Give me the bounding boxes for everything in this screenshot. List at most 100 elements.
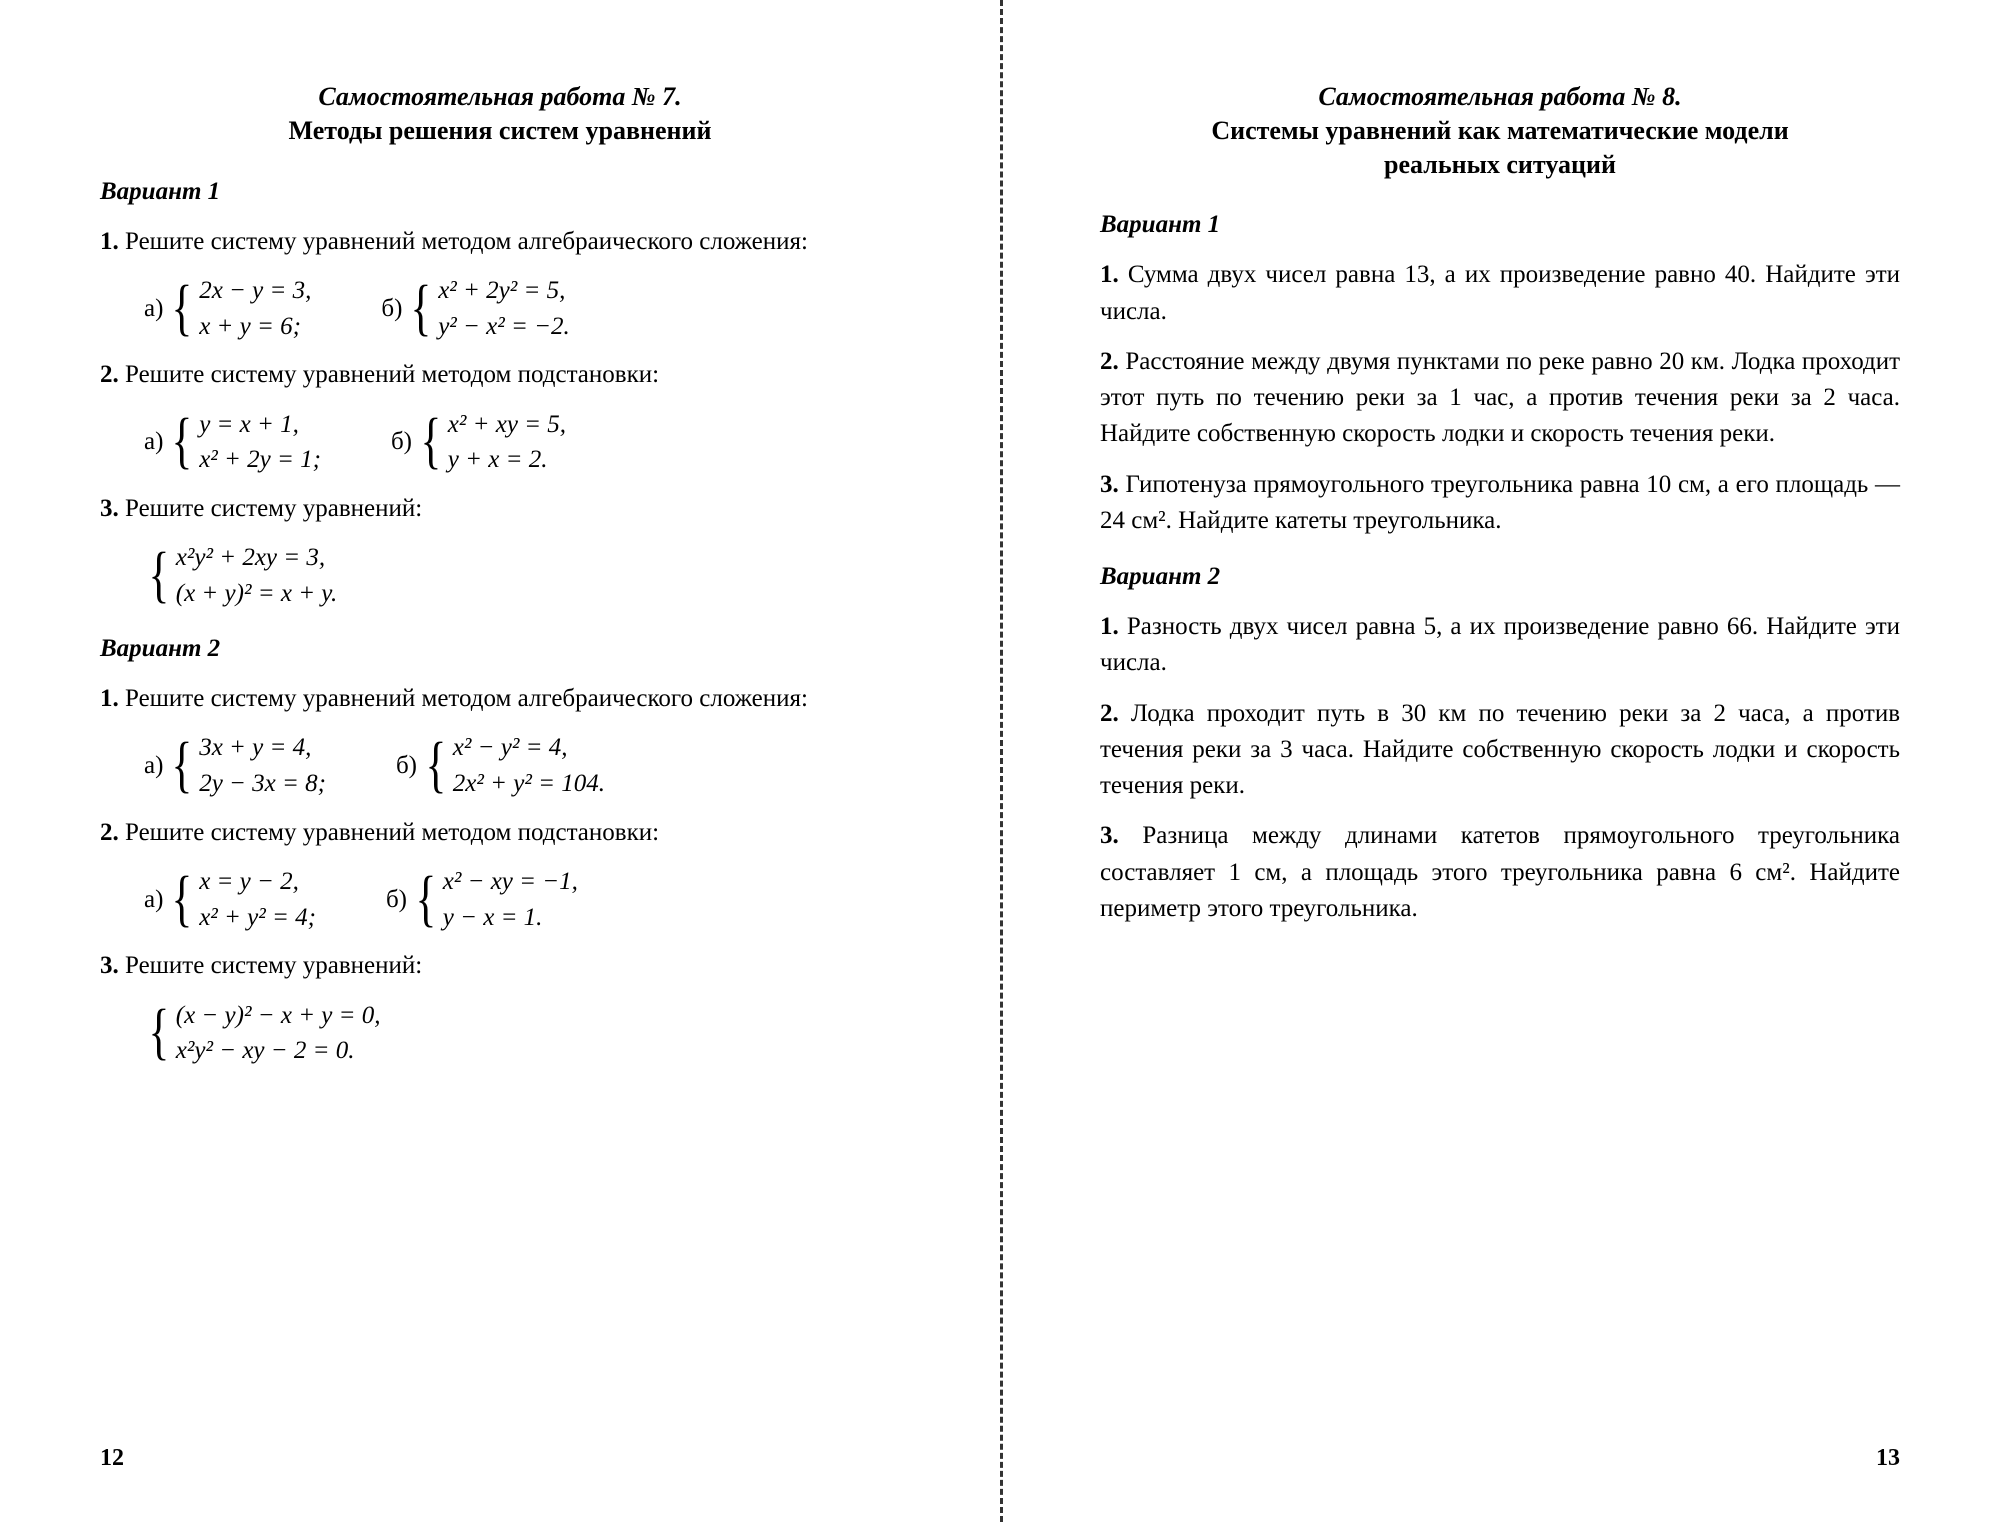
brace-system: { x² − xy = −1, y − x = 1. bbox=[411, 865, 578, 935]
brace-icon: { bbox=[172, 414, 193, 470]
problem-number: 1. bbox=[1100, 261, 1119, 288]
equation: x² + y² = 4; bbox=[199, 901, 316, 935]
work-number: Самостоятельная работа № 8. bbox=[1100, 80, 1900, 114]
brace-system: { x² + xy = 5, y + x = 2. bbox=[416, 408, 566, 478]
system-single: { x²y² + 2xy = 3, (x + y)² = x + y. bbox=[144, 541, 337, 611]
equation: x² − xy = −1, bbox=[443, 865, 578, 899]
system-label: б) bbox=[386, 886, 407, 914]
equations: y = x + 1, x² + 2y = 1; bbox=[199, 408, 321, 478]
problem-body: Решите систему уравнений: bbox=[125, 952, 422, 979]
brace-system: { 3x + y = 4, 2y − 3x = 8; bbox=[167, 731, 326, 801]
equation: x + y = 6; bbox=[199, 310, 311, 344]
system-a: а) { x = y − 2, x² + y² = 4; bbox=[144, 865, 316, 935]
problem-text: 1. Решите систему уравнений методом алге… bbox=[100, 224, 900, 260]
brace-system: { (x − y)² − x + y = 0, x²y² − xy − 2 = … bbox=[144, 999, 381, 1069]
equation: (x + y)² = x + y. bbox=[176, 577, 338, 611]
work-title-line1: Системы уравнений как математические мод… bbox=[1100, 114, 1900, 148]
problem-body: Расстояние между двумя пунктами по реке … bbox=[1100, 348, 1900, 448]
systems-row: а) { 2x − y = 3, x + y = 6; б) { x² + 2y… bbox=[144, 274, 900, 344]
problem-text: 1. Сумма двух чисел равна 13, а их произ… bbox=[1100, 257, 1900, 330]
problem-text: 1. Решите систему уравнений методом алге… bbox=[100, 681, 900, 717]
problem-number: 3. bbox=[100, 952, 119, 979]
equation: x²y² − xy − 2 = 0. bbox=[176, 1034, 381, 1068]
problem-number: 2. bbox=[100, 361, 119, 388]
brace-system: { y = x + 1, x² + 2y = 1; bbox=[167, 408, 321, 478]
problem-text: 1. Разность двух чисел равна 5, а их про… bbox=[1100, 609, 1900, 682]
title-block-left: Самостоятельная работа № 7. Методы решен… bbox=[100, 80, 900, 148]
problem-text: 2. Расстояние между двумя пунктами по ре… bbox=[1100, 344, 1900, 453]
equation: x² + 2y² = 5, bbox=[438, 274, 570, 308]
system-b: б) { x² + xy = 5, y + x = 2. bbox=[391, 408, 566, 478]
equation: x² + 2y = 1; bbox=[199, 443, 321, 477]
system-b: б) { x² − y² = 4, 2x² + y² = 104. bbox=[396, 731, 605, 801]
system-label: а) bbox=[144, 752, 163, 780]
page-number: 12 bbox=[100, 1445, 124, 1472]
system-single: { (x − y)² − x + y = 0, x²y² − xy − 2 = … bbox=[144, 999, 381, 1069]
work-number: Самостоятельная работа № 7. bbox=[100, 80, 900, 114]
variant-heading: Вариант 2 bbox=[1100, 563, 1900, 591]
equations: 3x + y = 4, 2y − 3x = 8; bbox=[199, 731, 326, 801]
problem-number: 2. bbox=[1100, 700, 1119, 727]
equations: x² − xy = −1, y − x = 1. bbox=[443, 865, 578, 935]
brace-icon: { bbox=[172, 281, 193, 337]
equation: x = y − 2, bbox=[199, 865, 316, 899]
equation: x² − y² = 4, bbox=[453, 731, 605, 765]
problem-body: Разница между длинами катетов прямоуголь… bbox=[1100, 822, 1900, 922]
problem-number: 1. bbox=[100, 228, 119, 255]
system-label: а) bbox=[144, 886, 163, 914]
problem-text: 2. Решите систему уравнений методом подс… bbox=[100, 815, 900, 851]
equation: y = x + 1, bbox=[199, 408, 321, 442]
systems-row: { (x − y)² − x + y = 0, x²y² − xy − 2 = … bbox=[144, 999, 900, 1069]
problem-text: 3. Решите систему уравнений: bbox=[100, 948, 900, 984]
brace-system: { x = y − 2, x² + y² = 4; bbox=[167, 865, 316, 935]
variant-heading: Вариант 1 bbox=[1100, 211, 1900, 239]
problem-text: 3. Гипотенуза прямоугольного треугольник… bbox=[1100, 467, 1900, 540]
page-left: Самостоятельная работа № 7. Методы решен… bbox=[0, 0, 1000, 1522]
problem-number: 1. bbox=[1100, 613, 1119, 640]
page-number: 13 bbox=[1876, 1445, 1900, 1472]
equations: x² + xy = 5, y + x = 2. bbox=[448, 408, 566, 478]
systems-row: а) { 3x + y = 4, 2y − 3x = 8; б) { x² − … bbox=[144, 731, 900, 801]
equation: 2x² + y² = 104. bbox=[453, 767, 605, 801]
work-title-line2: реальных ситуаций bbox=[1100, 148, 1900, 182]
problem-number: 2. bbox=[1100, 348, 1119, 375]
brace-system: { 2x − y = 3, x + y = 6; bbox=[167, 274, 311, 344]
problem-number: 3. bbox=[1100, 822, 1119, 849]
brace-icon: { bbox=[420, 414, 441, 470]
systems-row: а) { y = x + 1, x² + 2y = 1; б) { x² + x… bbox=[144, 408, 900, 478]
problem-body: Решите систему уравнений методом подстан… bbox=[125, 819, 659, 846]
problem-body: Решите систему уравнений: bbox=[125, 495, 422, 522]
system-b: б) { x² + 2y² = 5, y² − x² = −2. bbox=[381, 274, 569, 344]
equations: x² + 2y² = 5, y² − x² = −2. bbox=[438, 274, 570, 344]
brace-icon: { bbox=[172, 872, 193, 928]
system-a: а) { 2x − y = 3, x + y = 6; bbox=[144, 274, 311, 344]
system-a: а) { y = x + 1, x² + 2y = 1; bbox=[144, 408, 321, 478]
equation: y + x = 2. bbox=[448, 443, 566, 477]
brace-system: { x²y² + 2xy = 3, (x + y)² = x + y. bbox=[144, 541, 337, 611]
brace-icon: { bbox=[425, 738, 446, 794]
system-b: б) { x² − xy = −1, y − x = 1. bbox=[386, 865, 578, 935]
brace-icon: { bbox=[172, 738, 193, 794]
problem-body: Гипотенуза прямоугольного треугольника р… bbox=[1100, 471, 1900, 534]
work-title: Методы решения систем уравнений bbox=[100, 114, 900, 148]
equations: x² − y² = 4, 2x² + y² = 104. bbox=[453, 731, 605, 801]
systems-row: { x²y² + 2xy = 3, (x + y)² = x + y. bbox=[144, 541, 900, 611]
equation: y − x = 1. bbox=[443, 901, 578, 935]
problem-body: Лодка проходит путь в 30 км по течению р… bbox=[1100, 700, 1900, 800]
brace-icon: { bbox=[411, 281, 432, 337]
equations: 2x − y = 3, x + y = 6; bbox=[199, 274, 311, 344]
equation: 2y − 3x = 8; bbox=[199, 767, 326, 801]
equation: 3x + y = 4, bbox=[199, 731, 326, 765]
brace-icon: { bbox=[415, 872, 436, 928]
problem-body: Решите систему уравнений методом алгебра… bbox=[125, 685, 808, 712]
system-label: б) bbox=[396, 752, 417, 780]
problem-text: 3. Решите систему уравнений: bbox=[100, 491, 900, 527]
problem-body: Сумма двух чисел равна 13, а их произвед… bbox=[1100, 261, 1900, 324]
title-block-right: Самостоятельная работа № 8. Системы урав… bbox=[1100, 80, 1900, 181]
brace-icon: { bbox=[148, 548, 169, 604]
problem-text: 3. Разница между длинами катетов прямоуг… bbox=[1100, 818, 1900, 927]
problem-number: 2. bbox=[100, 819, 119, 846]
equation: x² + xy = 5, bbox=[448, 408, 566, 442]
brace-icon: { bbox=[148, 1005, 169, 1061]
system-label: а) bbox=[144, 295, 163, 323]
